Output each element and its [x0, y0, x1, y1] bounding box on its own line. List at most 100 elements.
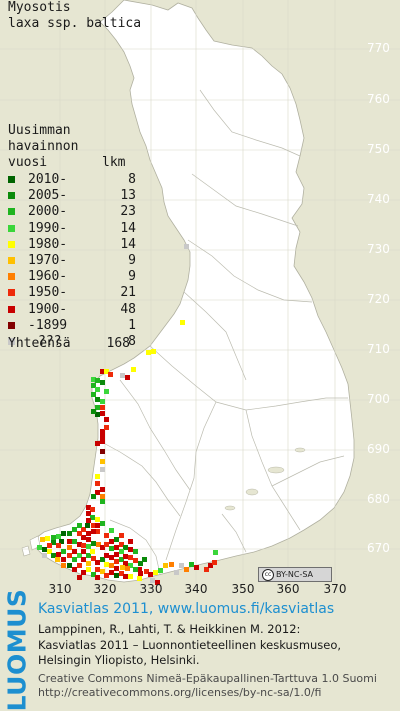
record-marker: [40, 537, 45, 542]
record-marker: [72, 567, 77, 572]
legend-count: 1: [128, 317, 136, 333]
record-marker: [123, 545, 128, 550]
record-marker: [180, 320, 185, 325]
legend-total-count: 168: [106, 336, 130, 351]
record-marker: [148, 572, 153, 577]
record-marker: [104, 542, 109, 547]
x-axis-label: 360: [276, 582, 300, 596]
legend-label: 1960-: [28, 269, 68, 285]
record-marker: [114, 537, 119, 542]
record-marker: [67, 553, 72, 558]
record-marker: [95, 405, 100, 410]
legend-swatch: [8, 337, 15, 345]
record-marker: [150, 578, 155, 583]
luomus-logo: LUOMUS: [2, 589, 32, 711]
record-marker: [179, 563, 184, 568]
record-marker: [100, 459, 105, 464]
record-marker: [189, 562, 194, 567]
record-marker: [91, 377, 96, 382]
legend-count: 14: [120, 220, 136, 236]
legend-label: 1900-: [28, 301, 68, 317]
record-marker: [67, 539, 72, 544]
legend-label: 2005-: [28, 188, 68, 204]
record-marker: [104, 553, 109, 558]
record-marker: [55, 557, 60, 562]
record-marker: [47, 543, 52, 548]
y-axis-label: 770: [367, 41, 390, 55]
record-marker: [155, 580, 160, 585]
species-name: Myosotis: [8, 0, 71, 15]
record-marker: [95, 397, 100, 402]
record-marker: [81, 570, 86, 575]
record-marker: [77, 553, 82, 558]
legend-count: 21: [120, 285, 136, 301]
record-marker: [56, 543, 61, 548]
record-marker: [51, 540, 56, 545]
record-marker: [95, 441, 100, 446]
cc-badge-text: BY-NC-SA: [276, 570, 314, 579]
record-marker: [194, 565, 199, 570]
luomus-logo-text: LUOMUS: [2, 588, 32, 711]
legend-swatch: [8, 192, 15, 200]
record-marker: [184, 567, 189, 572]
species-subspecies: laxa ssp. baltica: [8, 16, 142, 31]
record-marker: [119, 549, 124, 554]
record-marker: [109, 570, 114, 575]
record-marker: [100, 569, 105, 574]
license-url[interactable]: http://creativecommons.org/licenses/by-n…: [38, 686, 322, 699]
legend-swatch: [8, 176, 15, 183]
record-marker: [95, 517, 100, 522]
record-marker: [133, 558, 138, 563]
record-marker: [96, 542, 101, 547]
legend-col-count: lkm: [102, 155, 126, 170]
record-marker: [100, 521, 105, 526]
record-marker: [204, 567, 209, 572]
legend-label: 1980-: [28, 236, 68, 252]
legend-swatch: [8, 289, 15, 297]
record-marker: [169, 562, 174, 567]
record-marker: [100, 405, 105, 410]
record-marker: [133, 549, 138, 554]
record-marker: [77, 531, 82, 536]
record-marker: [95, 412, 100, 417]
record-marker: [100, 439, 105, 444]
record-marker: [100, 411, 105, 416]
kasviatlas-link[interactable]: Kasviatlas 2011, www.luomus.fi/kasviatla…: [38, 601, 335, 617]
legend-label: -1899: [28, 317, 68, 333]
record-marker: [104, 369, 109, 374]
legend-header-line2: havainnon: [8, 139, 79, 154]
legend-swatch: [8, 256, 15, 264]
record-marker: [91, 541, 96, 546]
x-axis-label: 310: [48, 582, 72, 596]
province-boundaries: [97, 89, 348, 575]
record-marker: [109, 563, 114, 568]
record-marker: [119, 557, 124, 562]
record-marker: [67, 531, 72, 536]
y-axis-label: 700: [367, 392, 390, 406]
legend-swatch: [8, 273, 15, 281]
record-marker: [109, 555, 114, 560]
record-marker: [61, 557, 66, 562]
x-axis-label: 320: [93, 582, 117, 596]
record-marker: [47, 549, 52, 554]
record-marker: [42, 547, 47, 552]
record-marker: [95, 575, 100, 580]
y-axis-label: 720: [367, 292, 390, 306]
record-marker: [128, 539, 133, 544]
cc-license-badge[interactable]: cc BY-NC-SA: [258, 567, 332, 582]
record-marker: [59, 539, 64, 544]
x-axis-label: 350: [231, 582, 255, 596]
legend-header-line1: Uusimman: [8, 123, 71, 138]
record-marker: [56, 534, 61, 539]
license-name: Creative Commons Nimeä-Epäkaupallinen-Ta…: [38, 672, 377, 685]
record-marker: [146, 350, 151, 355]
record-marker: [104, 573, 109, 578]
record-marker: [86, 531, 91, 536]
record-marker: [86, 511, 91, 516]
record-marker: [100, 499, 105, 504]
record-marker: [100, 557, 105, 562]
record-marker: [86, 518, 91, 523]
record-marker: [133, 567, 138, 572]
record-marker: [163, 563, 168, 568]
record-marker: [72, 527, 77, 532]
